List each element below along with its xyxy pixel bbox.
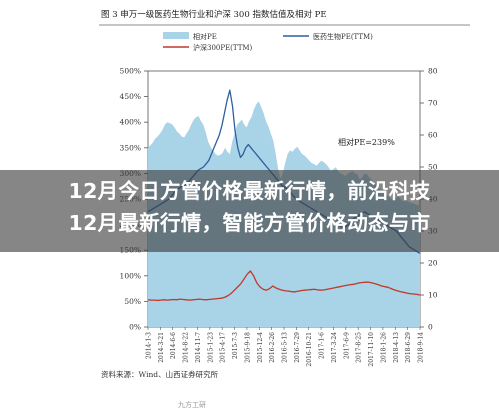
right-axis-tick-label: 70	[428, 99, 438, 108]
x-axis-tick-label: 2014-8-22	[183, 332, 190, 363]
right-axis-tick-label: 0	[428, 323, 433, 332]
x-axis-tick-label: 2017-1-6	[319, 332, 326, 359]
left-axis-tick-label: 0%	[129, 323, 141, 332]
x-axis-tick-label: 2018-9-14	[418, 332, 425, 363]
x-axis-tick-label: 2014-11-7	[195, 332, 202, 363]
x-axis-tick-label: 2017-6-9	[343, 332, 350, 359]
x-axis-tick-label: 2018-4-13	[393, 332, 400, 363]
x-axis-tick-label: 2017-8-25	[356, 332, 363, 363]
x-axis-tick-label: 2014-3-21	[158, 332, 165, 363]
x-axis-tick-label: 2015-1-23	[207, 332, 214, 363]
x-axis-tick-label: 2015-4-17	[220, 332, 227, 363]
chart-title: 图 3 申万一级医药生物行业和沪深 300 指数估值及相对 PE	[101, 9, 327, 20]
x-axis-tick-label: 2018-1-26	[380, 332, 387, 363]
left-axis-tick-label: 450%	[120, 92, 141, 101]
x-axis-tick-label: 2014-6-6	[170, 332, 177, 359]
x-axis-tick-label: 2015-7-3	[232, 332, 239, 359]
source-watermark: 九方工研	[178, 400, 206, 409]
legend-label-pharma-pe: 医药生物PE(TTM)	[313, 32, 373, 41]
left-axis-tick-label: 50%	[124, 297, 141, 306]
headline-line-1: 12月今日方管价格最新行情，前沿科技	[68, 179, 431, 203]
x-axis-tick-label: 2017-11-10	[368, 332, 375, 367]
x-axis-tick-label: 2018-6-29	[405, 332, 412, 363]
legend-label-hs300-pe: 沪深300PE(TTM)	[193, 43, 253, 52]
right-axis-tick-label: 60	[428, 131, 438, 140]
left-axis-tick-label: 100%	[120, 271, 141, 280]
relative-pe-annotation: 相对PE=239%	[338, 137, 395, 147]
legend-swatch-relative-pe	[163, 32, 189, 39]
x-axis-tick-label: 2014-1-3	[146, 332, 153, 359]
left-axis-tick-label: 350%	[120, 143, 141, 152]
right-axis-tick-label: 50	[428, 163, 438, 172]
right-axis-tick-label: 80	[428, 67, 438, 76]
x-axis-tick-label: 2016-5-13	[282, 332, 289, 363]
source-note: 资料来源：Wind、山西证券研究所	[101, 369, 219, 379]
x-axis-tick-label: 2015-12-4	[257, 332, 264, 363]
left-axis-tick-label: 500%	[120, 67, 141, 76]
x-axis-tick-label: 2016-7-29	[294, 332, 301, 363]
left-axis-tick-label: 400%	[120, 118, 141, 127]
x-axis-tick-label: 2015-9-18	[244, 332, 251, 363]
x-axis-tick-label: 2016-2-26	[269, 332, 276, 363]
headline-line-2: 12月最新行情，智能方管价格动态与市	[68, 211, 431, 235]
legend: 相对PE 医药生物PE(TTM) 沪深300PE(TTM)	[163, 32, 373, 52]
series-hs300-pe-line	[147, 270, 421, 302]
x-axis-tick-label: 2016-10-21	[306, 332, 313, 367]
right-axis-tick-label: 20	[428, 259, 438, 268]
right-axis-tick-label: 10	[428, 291, 438, 300]
legend-label-relative-pe: 相对PE	[193, 32, 217, 41]
x-axis-tick-label: 2017-3-24	[331, 332, 338, 363]
headline-banner	[0, 170, 499, 252]
